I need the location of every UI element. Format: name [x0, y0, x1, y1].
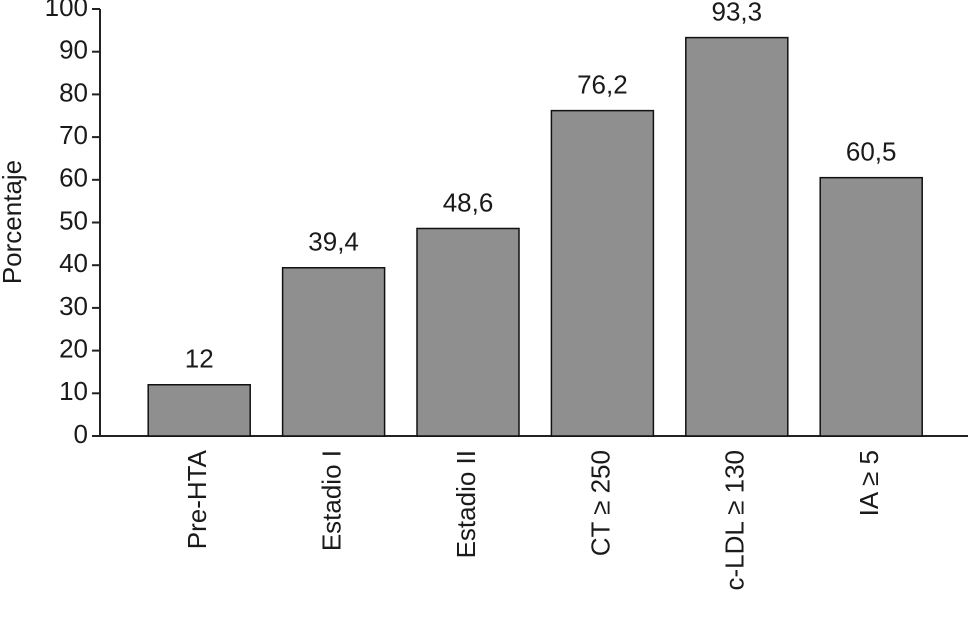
y-tick-label: 50: [59, 205, 88, 235]
x-tick-label: IA ≥ 5: [854, 450, 884, 516]
y-tick-label: 10: [59, 376, 88, 406]
y-tick-label: 20: [59, 333, 88, 363]
y-tick-label: 70: [59, 120, 88, 150]
y-tick-label: 0: [74, 419, 88, 449]
y-tick-label: 100: [45, 0, 88, 22]
x-tick-label: Estadio I: [316, 450, 346, 551]
y-tick-label: 80: [59, 77, 88, 107]
y-axis-label: Porcentaje: [0, 160, 27, 284]
bar: [147, 384, 251, 437]
bar: [416, 227, 520, 437]
y-tick-label: 30: [59, 291, 88, 321]
bar: [281, 267, 386, 437]
bar: [819, 176, 923, 437]
x-tick-label: Estadio II: [451, 450, 481, 558]
value-label: 12: [185, 344, 214, 374]
y-tick-label: 90: [59, 35, 88, 65]
value-label: 93,3: [711, 0, 762, 26]
y-tick-label: 60: [59, 163, 88, 193]
value-label: 48,6: [443, 187, 494, 217]
bar: [685, 36, 789, 437]
x-tick-label: c-LDL ≥ 130: [720, 450, 750, 591]
x-tick-label: CT ≥ 250: [585, 450, 615, 556]
value-label: 60,5: [846, 137, 897, 167]
bar: [550, 109, 655, 437]
y-tick-label: 40: [59, 248, 88, 278]
value-label: 39,4: [308, 227, 359, 257]
value-label: 76,2: [577, 70, 628, 100]
x-tick-label: Pre-HTA: [182, 449, 212, 549]
